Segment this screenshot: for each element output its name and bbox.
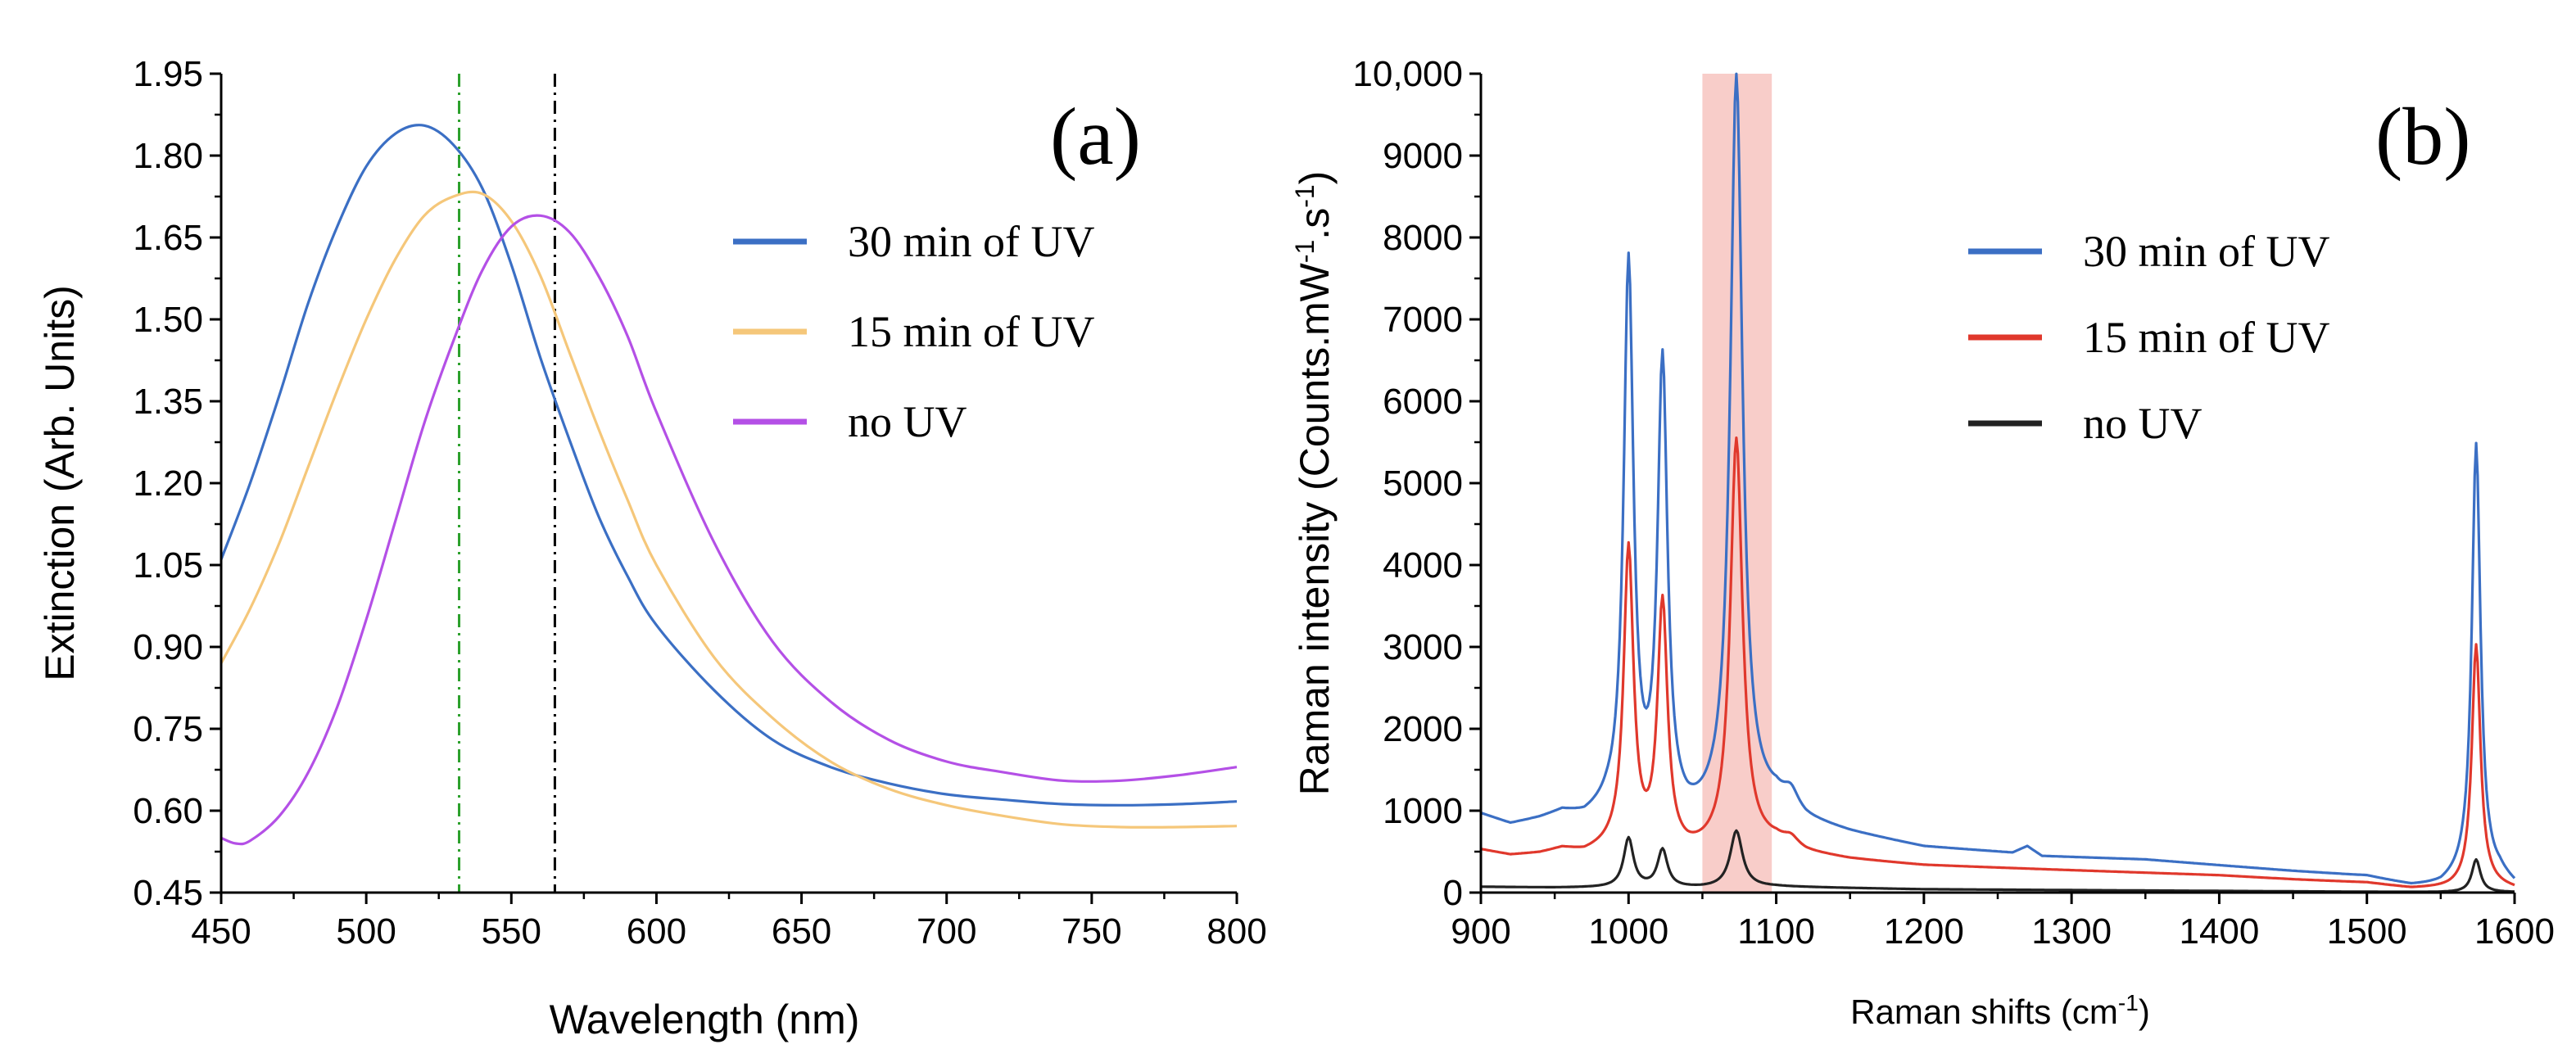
x-tick-label: 1300 [2031, 911, 2112, 952]
y-tick-label: 6000 [1383, 382, 1463, 422]
y-tick-label: 0.60 [133, 791, 203, 831]
x-tick-label: 900 [1451, 911, 1510, 952]
panel-label: (b) [2375, 91, 2471, 182]
legend-label: 15 min of UV [2083, 313, 2329, 362]
x-tick-label: 600 [627, 911, 686, 952]
y-axis-label: Extinction (Arb. Units) [37, 285, 83, 680]
legend-label: 15 min of UV [848, 307, 1094, 356]
y-tick-label: 5000 [1383, 463, 1463, 504]
y-tick-label: 0.45 [133, 873, 203, 913]
y-tick-label: 4000 [1383, 545, 1463, 586]
y-tick-label: 7000 [1383, 300, 1463, 340]
legend-label: 30 min of UV [848, 217, 1094, 266]
x-axis-label: Wavelength (nm) [550, 997, 860, 1042]
y-tick-label: 0.75 [133, 709, 203, 749]
x-tick-label: 1200 [1884, 911, 1964, 952]
legend-label: no UV [848, 397, 967, 446]
y-tick-label: 0 [1443, 873, 1463, 913]
x-tick-label: 1600 [2474, 911, 2555, 952]
x-tick-label: 1000 [1588, 911, 1668, 952]
x-tick-label: 1400 [2179, 911, 2259, 952]
legend: 30 min of UV 15 min of UV no UV [733, 217, 1094, 446]
x-axis-label: Raman shifts (cm-1) [1850, 990, 2150, 1031]
y-tick-label: 1.35 [133, 382, 203, 422]
y-tick-label: 2000 [1383, 709, 1463, 749]
y-tick-label: 1000 [1383, 791, 1463, 831]
x-tick-label: 450 [191, 911, 251, 952]
y-tick-label: 1.05 [133, 545, 203, 586]
x-tick-label: 1500 [2327, 911, 2407, 952]
legend-label: 30 min of UV [2083, 227, 2329, 276]
x-tick-label: 650 [772, 911, 831, 952]
x-tick-label: 550 [482, 911, 541, 952]
y-tick-label: 0.90 [133, 627, 203, 667]
legend: 30 min of UV 15 min of UV no UV [1968, 227, 2329, 448]
series-line-0 [1480, 72, 2516, 885]
x-tick-label: 500 [336, 911, 396, 952]
series-line-1 [220, 190, 1238, 829]
highlight-band [1702, 74, 1772, 893]
series-line-2 [220, 214, 1238, 846]
x-tick-label: 700 [917, 911, 976, 952]
y-axis-label: Raman intensity (Counts.mW-1.s-1) [1290, 171, 1338, 796]
y-tick-label: 1.50 [133, 300, 203, 340]
y-tick-label: 3000 [1383, 627, 1463, 667]
y-tick-label: 9000 [1383, 136, 1463, 176]
panel-a-extinction-chart: 450 500 550 600 650 700 750 800 0.45 0.60 0.75 0.90… [37, 54, 1267, 1042]
y-tick-label: 8000 [1383, 218, 1463, 258]
y-tick-label: 1.80 [133, 136, 203, 176]
x-tick-label: 750 [1062, 911, 1121, 952]
series-line-1 [1480, 436, 2515, 888]
y-tick-label: 10,000 [1352, 54, 1463, 94]
panel-label: (a) [1050, 91, 1141, 182]
panel-b-raman-chart: 900 1000 1100 1200 1300 1400 1500 1600 0 1000 2000… [1290, 54, 2555, 1031]
y-tick-label: 1.20 [133, 463, 203, 504]
y-tick-label: 1.65 [133, 218, 203, 258]
x-tick-label: 800 [1207, 911, 1266, 952]
x-tick-label: 1100 [1737, 911, 1815, 952]
y-tick-label: 1.95 [133, 54, 203, 94]
series-line-0 [220, 124, 1238, 807]
legend-label: no UV [2083, 399, 2203, 448]
